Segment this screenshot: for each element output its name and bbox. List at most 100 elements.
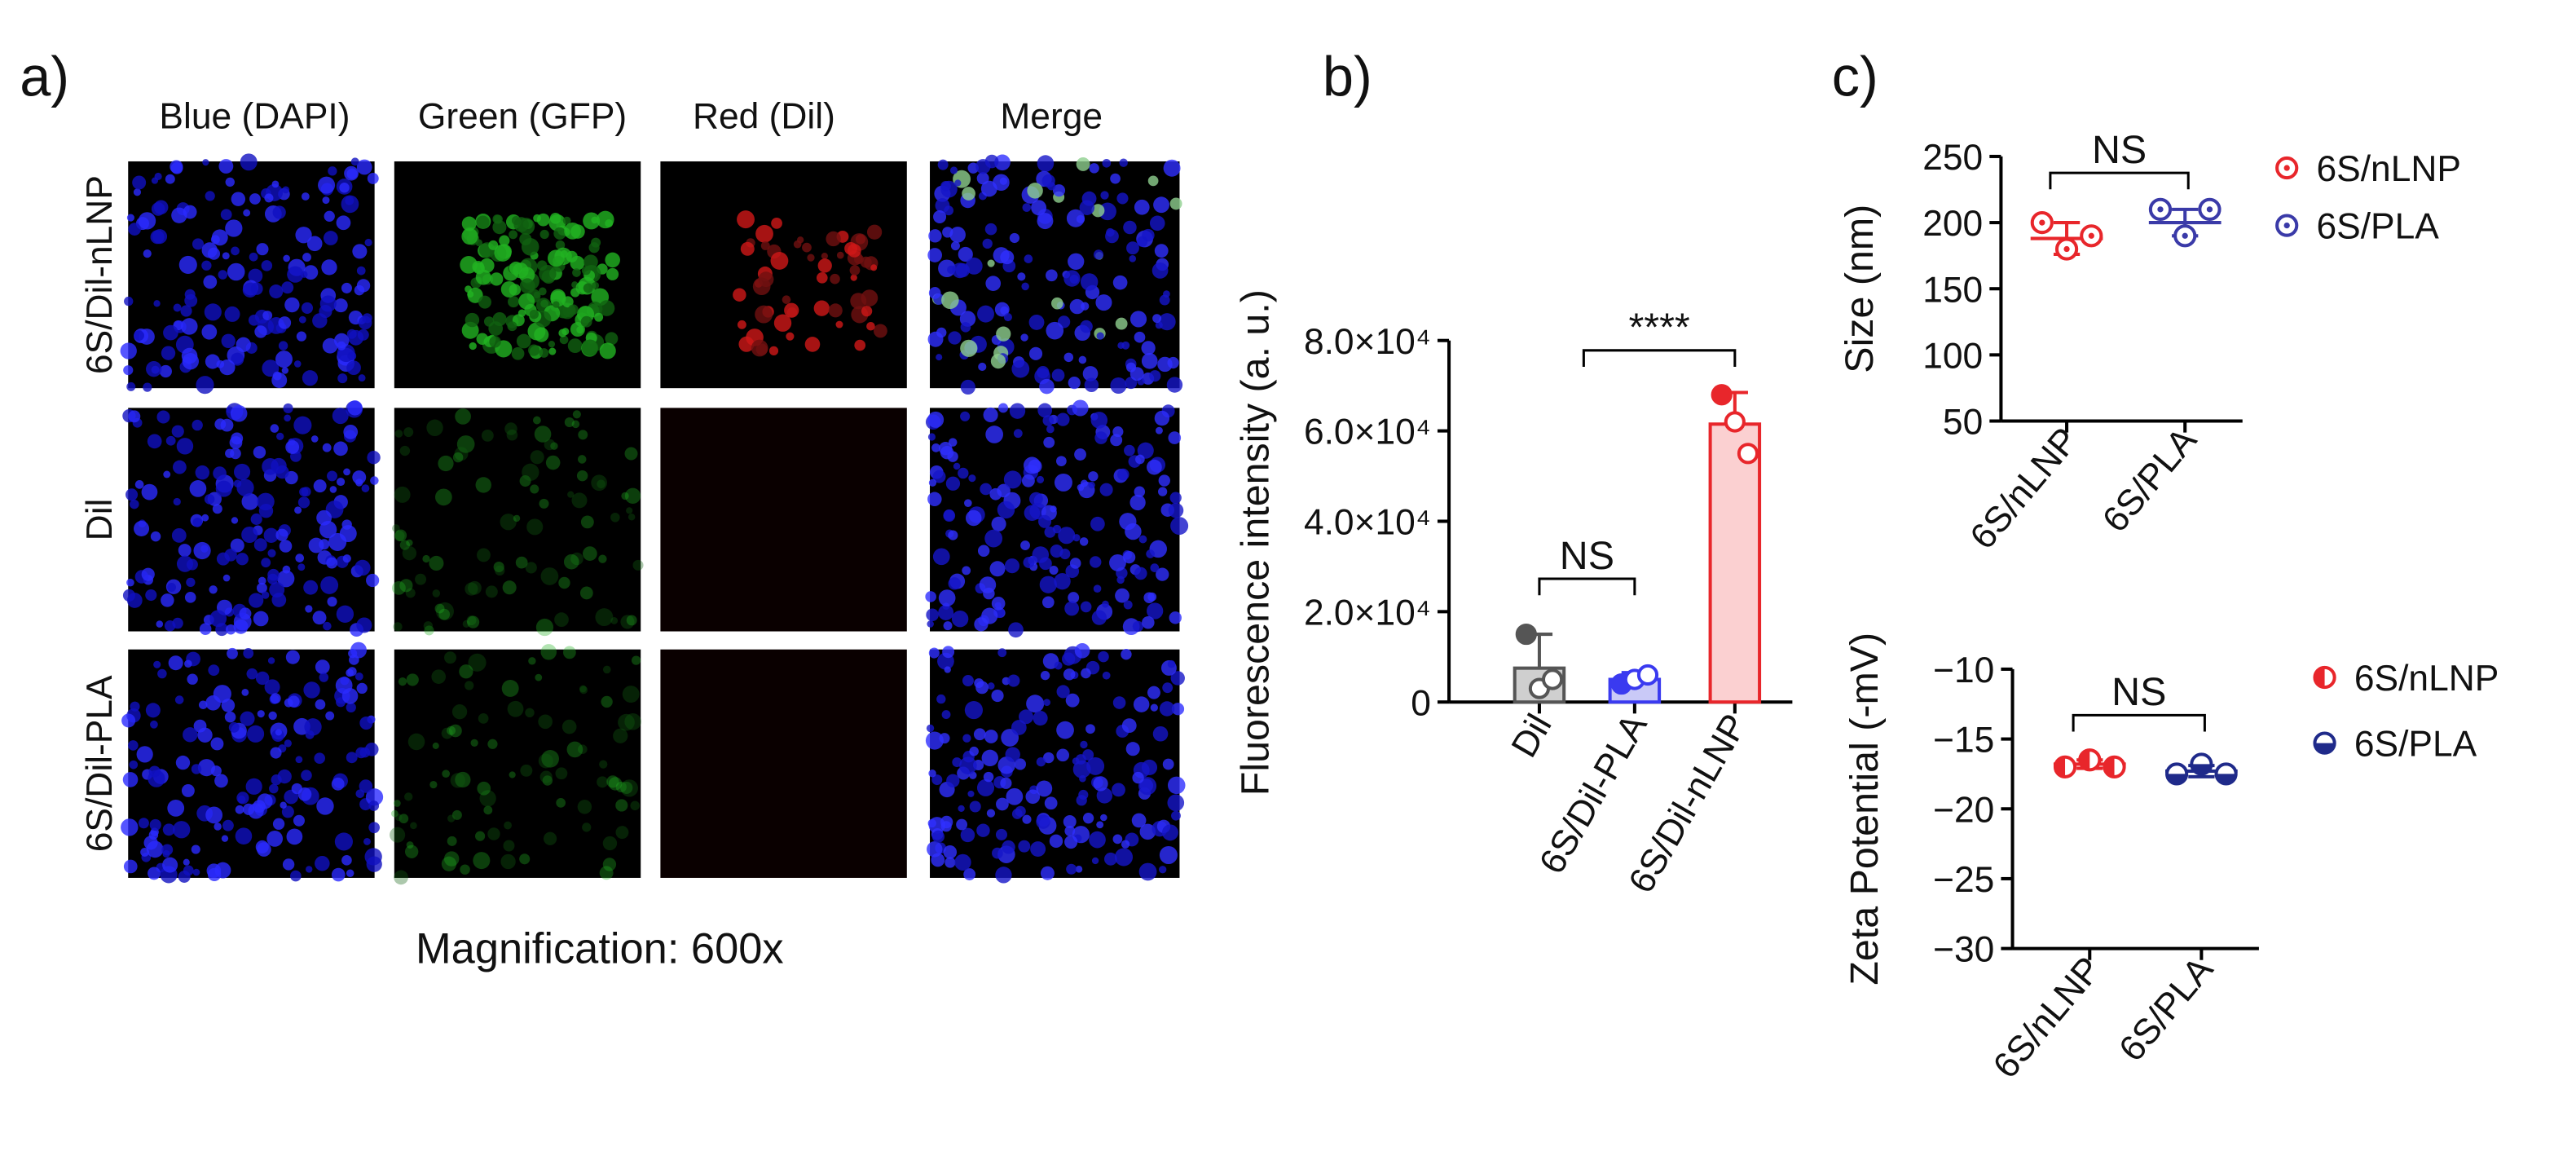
cell: [975, 159, 991, 174]
cell: [478, 712, 489, 724]
cell: [1023, 557, 1035, 568]
cell: [297, 496, 310, 509]
cell: [1167, 659, 1176, 668]
cell: [1134, 199, 1150, 215]
cell: [1074, 448, 1086, 461]
cell: [1150, 563, 1160, 573]
cell: [960, 379, 975, 395]
cell: [346, 668, 354, 677]
cell: [128, 410, 141, 423]
cell: [969, 800, 981, 813]
cell: [1032, 546, 1050, 563]
cell: [354, 559, 371, 576]
cell: [549, 213, 561, 224]
cell: [579, 686, 588, 695]
cell: [148, 867, 161, 880]
cell: [624, 447, 638, 461]
cell: [361, 484, 370, 492]
cell: [828, 303, 843, 318]
cell: [1065, 693, 1080, 708]
cell: [319, 295, 337, 312]
cell: [178, 871, 191, 883]
cell: [1170, 671, 1185, 686]
cell: [346, 869, 354, 878]
cell: [1064, 826, 1076, 836]
cell: [1121, 649, 1132, 660]
cell: [210, 765, 222, 777]
cell: [588, 242, 600, 254]
cell: [447, 814, 456, 822]
cell: [1147, 175, 1159, 187]
cell: [429, 780, 438, 789]
cell: [157, 668, 167, 679]
cell: [1099, 483, 1113, 496]
cell: [583, 283, 593, 293]
cell: [459, 664, 473, 679]
cell: [950, 241, 960, 251]
micrograph: [925, 399, 1189, 638]
cell: [253, 800, 266, 814]
cell: [262, 311, 273, 320]
cell: [120, 342, 137, 359]
cell: [154, 172, 162, 181]
cell: [245, 778, 262, 795]
cell: [513, 514, 521, 523]
cell: [326, 557, 338, 569]
micrograph: [660, 161, 907, 389]
cell: [285, 650, 300, 664]
y-axis-label: Fluorescence intensity (a. u.): [1233, 289, 1277, 796]
cell: [1078, 355, 1087, 364]
cell: [1037, 475, 1045, 483]
cell: [606, 775, 619, 788]
cell: [172, 460, 187, 474]
cell: [220, 209, 232, 221]
cell: [816, 271, 828, 284]
x-tick-label: 6S/PLA: [2095, 420, 2204, 540]
cell: [632, 559, 644, 571]
cell: [1095, 294, 1112, 311]
cell: [964, 499, 972, 507]
cell: [1158, 474, 1170, 487]
cell: [1086, 756, 1105, 775]
cell: [873, 324, 887, 338]
cell: [503, 840, 515, 852]
cell: [424, 625, 434, 636]
cell: [1028, 314, 1045, 330]
micrograph: [390, 644, 641, 885]
cell: [168, 655, 183, 671]
cell: [240, 153, 258, 171]
cell: [476, 333, 489, 346]
cell: [163, 470, 171, 478]
cell: [927, 248, 943, 262]
marker-half: [2054, 756, 2066, 777]
cell: [280, 801, 287, 809]
micrograph: [120, 153, 379, 395]
marker-dot: [2206, 206, 2213, 213]
cell: [534, 327, 549, 342]
cell: [303, 681, 320, 699]
cell: [143, 249, 152, 258]
cell: [927, 620, 934, 628]
cell: [150, 531, 161, 542]
y-tick-label: 6.0×10⁴: [1304, 412, 1431, 452]
cell: [1102, 671, 1111, 680]
cell: [928, 478, 937, 487]
cell: [1009, 403, 1026, 419]
cell: [236, 478, 254, 496]
cell: [264, 193, 274, 203]
cell: [1020, 333, 1028, 342]
cell: [261, 260, 273, 271]
row-label: Dil: [80, 499, 120, 541]
cell: [928, 287, 941, 299]
cell: [989, 561, 1006, 577]
cell: [620, 615, 635, 629]
cell: [236, 792, 249, 805]
y-tick-label: −30: [1933, 930, 1994, 970]
cell: [138, 212, 156, 230]
data-point: [2165, 762, 2189, 786]
cell: [345, 196, 354, 205]
cell: [1112, 696, 1126, 709]
cell: [180, 305, 192, 317]
cell: [235, 827, 253, 845]
cell: [1037, 155, 1055, 172]
